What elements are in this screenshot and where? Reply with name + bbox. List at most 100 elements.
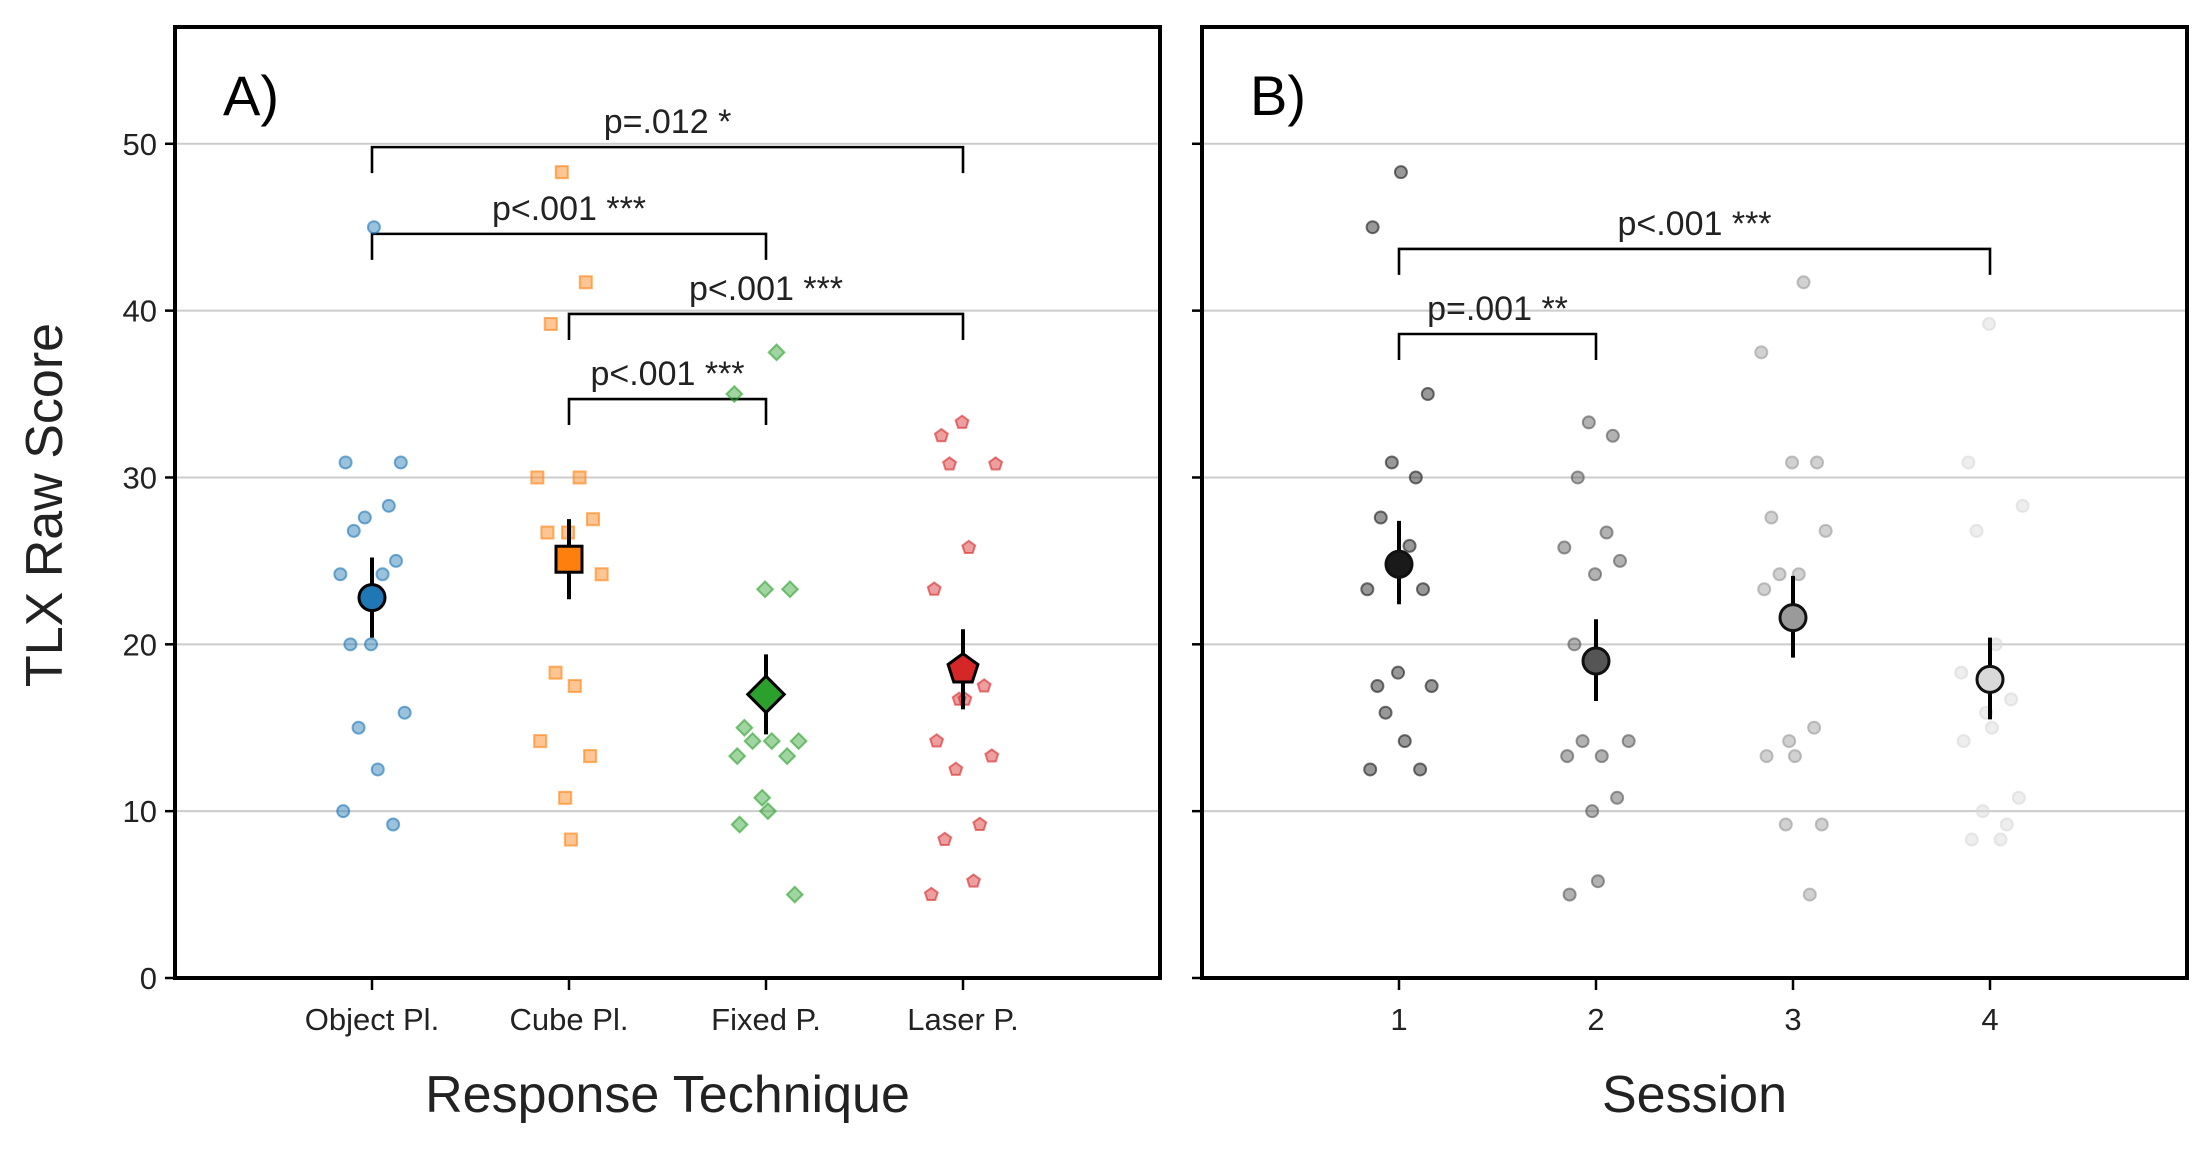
data-point xyxy=(762,731,781,751)
data-point xyxy=(1413,762,1428,777)
plot-frame xyxy=(1200,25,2189,980)
data-point xyxy=(1954,665,1969,680)
x-tick-label: 1 xyxy=(1390,1002,1407,1037)
data-point xyxy=(1814,817,1829,832)
data-point xyxy=(1570,470,1585,485)
data-point xyxy=(767,343,786,362)
data-point xyxy=(1402,538,1417,553)
data-point xyxy=(563,832,578,847)
data-point xyxy=(789,731,808,751)
data-point xyxy=(1964,832,1979,847)
data-point xyxy=(965,873,982,888)
data-point xyxy=(785,885,805,904)
data-point xyxy=(583,749,598,764)
mean-marker xyxy=(946,651,980,684)
data-point xyxy=(1796,275,1811,290)
x-tick-label: 2 xyxy=(1587,1002,1604,1037)
panel-a: p=.012 * p<.001 *** p<.001 *** p<.001 *** 0 1… xyxy=(123,25,1162,1124)
x-tick-label: Object Pl. xyxy=(305,1002,439,1037)
data-point xyxy=(357,510,372,525)
data-point xyxy=(923,886,939,902)
data-point xyxy=(1420,387,1435,402)
data-point xyxy=(2015,498,2030,513)
data-point xyxy=(540,525,555,540)
data-point xyxy=(1393,165,1408,180)
y-axis-title: TLX Raw Score xyxy=(16,323,74,687)
panel-label-b: B) xyxy=(1250,64,1306,127)
x-tick-label: Laser P. xyxy=(907,1002,1018,1037)
data-point xyxy=(1408,470,1423,485)
data-point xyxy=(389,553,403,568)
data-point xyxy=(1365,220,1380,235)
data-point xyxy=(375,567,390,582)
significance-label: p<.001 *** xyxy=(1617,205,1771,243)
data-point xyxy=(1363,762,1378,777)
data-point xyxy=(1581,415,1596,430)
data-point xyxy=(929,733,945,748)
data-point xyxy=(780,580,800,599)
data-point xyxy=(2004,692,2019,707)
data-point xyxy=(1982,316,1997,331)
data-point xyxy=(343,637,358,652)
data-point xyxy=(752,788,772,808)
data-point xyxy=(1613,553,1627,568)
data-point xyxy=(1984,720,1999,735)
data-point xyxy=(1778,817,1793,832)
data-point xyxy=(954,414,970,429)
significance-bracket xyxy=(1397,332,1598,360)
data-point xyxy=(548,665,563,680)
data-point xyxy=(948,761,964,776)
data-point xyxy=(988,456,1004,471)
data-point xyxy=(976,678,992,693)
data-point xyxy=(1782,734,1797,749)
data-point xyxy=(530,470,545,485)
mean-marker xyxy=(1778,603,1808,633)
data-point xyxy=(937,831,953,846)
data-point xyxy=(1360,582,1375,597)
data-point xyxy=(1588,567,1603,582)
y-tick-label: 10 xyxy=(123,794,157,829)
data-point xyxy=(364,637,379,652)
y-tick-label: 0 xyxy=(140,961,157,996)
data-point xyxy=(2011,790,2026,805)
panel-label-a: A) xyxy=(223,64,279,127)
data-point xyxy=(1785,455,1800,470)
data-point xyxy=(346,523,361,538)
data-point xyxy=(1391,665,1406,680)
data-point xyxy=(586,512,600,527)
data-point xyxy=(961,539,977,554)
data-point xyxy=(1621,734,1636,749)
mean-marker xyxy=(1975,664,2005,694)
data-point xyxy=(366,220,381,235)
data-point xyxy=(1575,734,1590,749)
data-point xyxy=(386,817,401,832)
data-point xyxy=(1590,874,1605,889)
data-point xyxy=(393,455,408,470)
x-tick-label: Cube Pl. xyxy=(510,1002,629,1037)
data-point xyxy=(1599,525,1614,540)
data-point xyxy=(743,731,762,751)
y-tick-label: 50 xyxy=(123,127,157,162)
data-point xyxy=(1772,567,1787,582)
data-point xyxy=(543,316,558,331)
significance-bracket xyxy=(1397,247,1992,275)
data-point xyxy=(1397,734,1412,749)
y-tick-label: 20 xyxy=(123,627,157,662)
data-point xyxy=(594,567,609,582)
data-point xyxy=(1802,887,1817,902)
data-point xyxy=(1759,749,1774,764)
mean-marker xyxy=(1384,549,1414,579)
data-point xyxy=(351,720,366,735)
data-point xyxy=(777,746,797,766)
data-point xyxy=(1969,523,1984,538)
data-point xyxy=(1810,455,1824,470)
data-point xyxy=(1999,817,2014,832)
y-tick-label: 30 xyxy=(123,460,157,495)
data-point xyxy=(1807,720,1822,735)
data-point xyxy=(338,455,353,470)
x-axis-title: Session xyxy=(1602,1066,1787,1124)
data-point xyxy=(397,705,412,720)
data-point xyxy=(1424,679,1439,694)
data-point xyxy=(1818,523,1833,538)
